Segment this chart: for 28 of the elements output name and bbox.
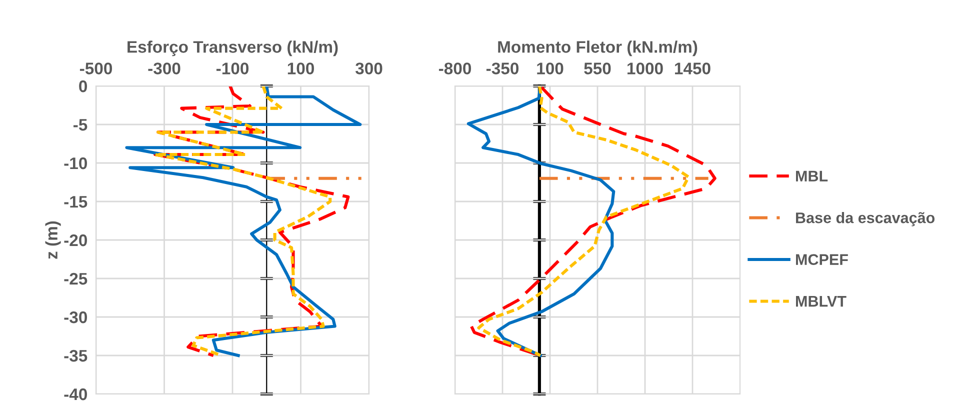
x-tick-label: -800: [438, 62, 471, 74]
y-tick-label: -15: [64, 196, 88, 208]
x-tick-label: -350: [486, 62, 518, 74]
x-tick-label: -300: [148, 62, 180, 74]
y-tick-label: -10: [64, 157, 87, 170]
x-tick-label: -500: [80, 62, 112, 74]
y-tick-label: -5: [74, 119, 88, 131]
x-tick-label: 100: [537, 62, 564, 74]
legend-label: Base da escavação: [796, 212, 935, 226]
x-tick-label: 100: [288, 62, 314, 74]
y-tick-label: 0: [79, 80, 87, 92]
y-tick-label: -35: [64, 350, 88, 362]
legend-label: MCPEF: [796, 254, 848, 265]
x-tick-label: 1000: [628, 62, 663, 74]
x-tick-label: 550: [584, 62, 611, 74]
y-tick-label: -25: [64, 272, 88, 285]
y-axis-title: z (m): [45, 221, 61, 259]
y-tick-label: -20: [64, 234, 87, 246]
x-tick-label: 300: [355, 62, 382, 74]
y-tick-label: -40: [64, 388, 87, 400]
y-tick-label: -30: [64, 311, 87, 324]
chart-title: Momento Fletor (kN.m/m): [498, 40, 698, 56]
legend-label: MBLVT: [796, 296, 846, 307]
x-tick-label: 1450: [675, 62, 710, 74]
chart-title: Esforço Transverso (kN/m): [128, 40, 338, 56]
line-series: [125, 86, 362, 358]
x-tick-label: -100: [216, 62, 248, 74]
legend-label: MBL: [796, 170, 828, 182]
